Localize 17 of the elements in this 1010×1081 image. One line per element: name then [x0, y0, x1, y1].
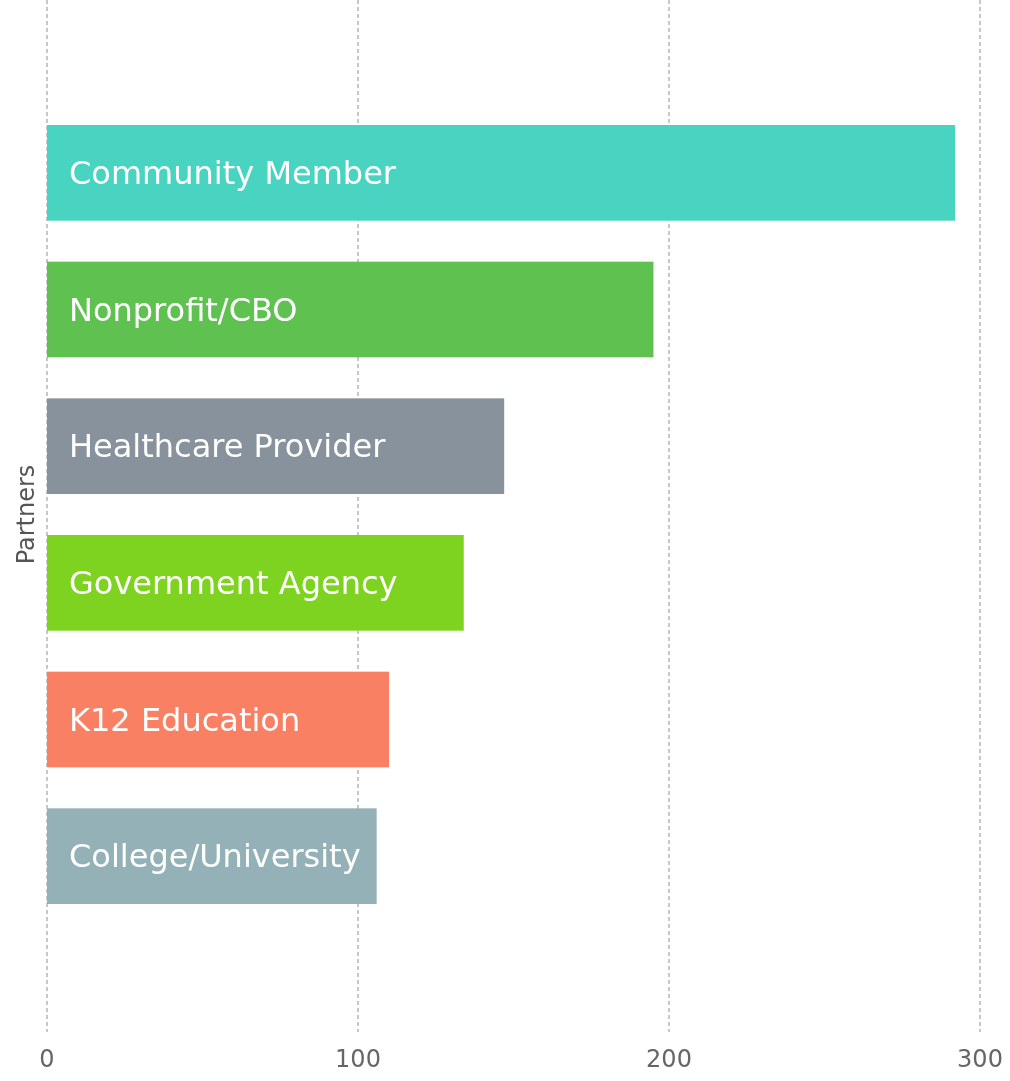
- x-tick-label: 0: [39, 1045, 55, 1073]
- bar: [47, 671, 390, 768]
- bar: [47, 125, 956, 221]
- x-tick-label: 300: [957, 1045, 1003, 1073]
- y-tick-label: Healthcare Provider: [69, 427, 387, 466]
- bar: [47, 808, 377, 904]
- y-tick-label: Government Agency: [69, 564, 398, 603]
- bar: [47, 535, 464, 631]
- y-axis-title: Partners: [12, 464, 40, 565]
- y-tick-label: College/University: [69, 837, 361, 876]
- bar: [47, 261, 654, 358]
- x-tick-label: 100: [335, 1045, 381, 1073]
- y-tick-label: K12 Education: [69, 700, 301, 739]
- y-tick-label: Community Member: [69, 154, 397, 193]
- y-tick-label: Nonprofit/CBO: [69, 290, 298, 329]
- bar: [47, 398, 505, 494]
- x-tick-label: 200: [646, 1045, 692, 1073]
